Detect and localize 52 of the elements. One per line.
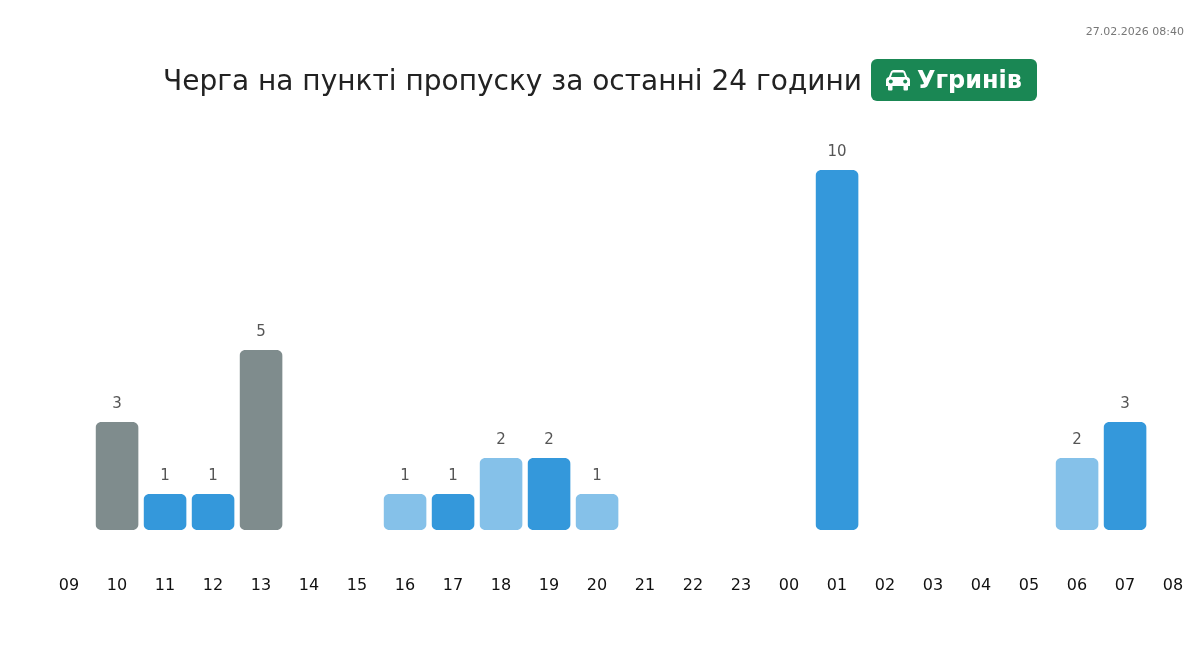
x-tick-label: 10 [106, 574, 128, 594]
data-label: 10 [827, 142, 847, 160]
chart-subtitle: Угринів [916, 66, 1022, 94]
x-tick-label: 08 [1162, 574, 1184, 594]
x-tick-label: 13 [250, 574, 272, 594]
bar [815, 170, 859, 530]
x-tick-label: 21 [634, 574, 656, 594]
bar [191, 494, 235, 530]
x-tick-label: 17 [442, 574, 464, 594]
data-label: 2 [544, 430, 554, 448]
data-label: 1 [208, 466, 218, 484]
x-tick-label: 09 [58, 574, 80, 594]
x-tick-label: 12 [202, 574, 224, 594]
bar [575, 494, 619, 530]
bar [431, 494, 475, 530]
x-tick-label: 01 [826, 574, 848, 594]
data-label: 2 [496, 430, 506, 448]
x-tick-label: 19 [538, 574, 560, 594]
data-label: 1 [400, 466, 410, 484]
x-tick-label: 04 [970, 574, 992, 594]
x-tick-label: 22 [682, 574, 704, 594]
x-tick-label: 23 [730, 574, 752, 594]
bar [95, 422, 139, 530]
data-label: 5 [256, 322, 266, 340]
data-label: 2 [1072, 430, 1082, 448]
x-tick-label: 14 [298, 574, 320, 594]
bar [383, 494, 427, 530]
x-tick-label: 05 [1018, 574, 1040, 594]
chart-title: Черга на пункті пропуску за останні 24 години [163, 63, 862, 97]
x-tick-label: 11 [154, 574, 176, 594]
data-label: 3 [112, 394, 122, 412]
data-label: 1 [448, 466, 458, 484]
place-badge: Угринів [870, 59, 1037, 101]
data-label: 1 [592, 466, 602, 484]
x-tick-label: 15 [346, 574, 368, 594]
bar [527, 458, 571, 530]
text: 27.02.2026 08:40 [1085, 25, 1184, 39]
data-label: 3 [1120, 394, 1130, 412]
x-tick-label: 03 [922, 574, 944, 594]
x-tick-label: 07 [1114, 574, 1136, 594]
x-tick-label: 20 [586, 574, 608, 594]
x-tick-label: 06 [1066, 574, 1088, 594]
x-tick-label: 02 [874, 574, 896, 594]
data-label: 1 [160, 466, 170, 484]
x-tick-label: 16 [394, 574, 416, 594]
bar [239, 350, 283, 530]
bar [479, 458, 523, 530]
bar [143, 494, 187, 530]
x-tick-label: 00 [778, 574, 800, 594]
bar [1103, 422, 1147, 530]
bar [1055, 458, 1099, 530]
x-tick-label: 18 [490, 574, 512, 594]
